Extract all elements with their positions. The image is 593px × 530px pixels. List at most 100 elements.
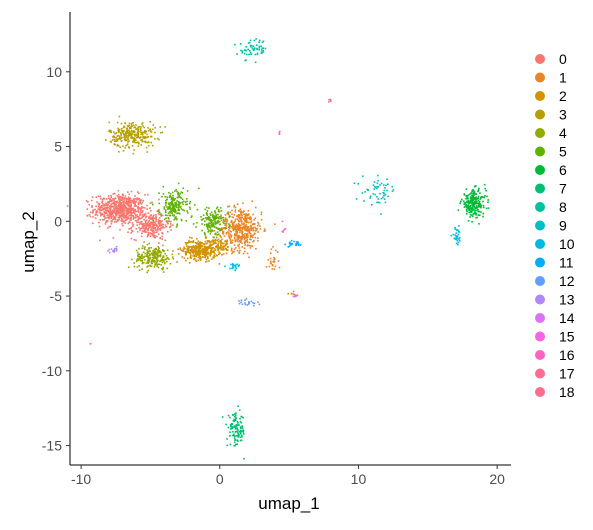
data-point (219, 240, 222, 242)
data-point (164, 252, 166, 255)
data-point (223, 246, 225, 248)
legend-label: 0 (559, 51, 567, 67)
cluster-15-points (278, 130, 281, 135)
data-point (148, 259, 150, 262)
data-point (167, 222, 169, 225)
data-point (213, 226, 216, 228)
data-point (474, 197, 476, 200)
data-point (162, 185, 165, 188)
data-point (328, 99, 330, 101)
data-point (226, 220, 228, 222)
data-point (217, 249, 219, 252)
data-point (110, 216, 113, 218)
data-point (175, 206, 178, 209)
data-point (155, 220, 157, 223)
data-point (234, 425, 236, 427)
data-point (128, 132, 131, 134)
data-point (160, 259, 163, 261)
data-point (243, 210, 245, 212)
data-point (132, 210, 135, 213)
data-point (169, 202, 172, 204)
data-point (130, 203, 133, 206)
data-point (207, 223, 209, 225)
data-point (166, 221, 168, 224)
data-point (229, 238, 232, 240)
data-point (214, 253, 216, 255)
data-point (244, 299, 246, 301)
data-point (153, 217, 156, 219)
data-point (196, 208, 199, 211)
data-point (199, 258, 202, 261)
data-point (238, 424, 240, 426)
data-point (186, 198, 188, 200)
data-point (167, 207, 169, 210)
data-point (250, 238, 252, 241)
legend-key (535, 128, 545, 138)
data-point (189, 200, 191, 203)
data-point (99, 209, 101, 212)
data-point (244, 244, 247, 246)
data-point (104, 212, 106, 214)
data-point (129, 126, 131, 129)
data-point (200, 216, 202, 218)
data-point (237, 265, 240, 267)
data-point (141, 226, 144, 228)
data-point (127, 200, 129, 203)
data-point (470, 202, 472, 204)
data-point (471, 204, 474, 206)
data-point (183, 257, 186, 259)
data-point (240, 240, 242, 242)
data-point (219, 223, 221, 226)
data-point (295, 244, 297, 246)
data-point (459, 202, 461, 205)
data-point (298, 243, 300, 246)
legend-label: 11 (559, 255, 574, 271)
data-point (142, 256, 144, 258)
data-point (167, 230, 169, 233)
y-tick-label: -10 (42, 363, 62, 379)
data-point (166, 260, 168, 263)
data-point (218, 228, 221, 230)
data-point (139, 214, 141, 216)
data-point (237, 435, 240, 437)
data-point (130, 212, 133, 214)
data-point (258, 46, 261, 49)
data-point (128, 207, 131, 209)
data-point (477, 210, 479, 213)
data-point (372, 193, 375, 195)
data-point (238, 214, 241, 216)
data-point (206, 249, 209, 252)
legend-item-8: 8 (535, 199, 567, 215)
data-point (242, 211, 244, 213)
data-point (101, 204, 103, 207)
data-point (117, 127, 119, 130)
data-point (233, 441, 236, 444)
data-point (195, 226, 197, 228)
data-point (110, 200, 113, 202)
data-point (120, 210, 122, 212)
data-point (486, 195, 488, 198)
data-point (257, 301, 259, 303)
data-point (188, 241, 190, 243)
data-point (233, 418, 235, 421)
data-point (471, 194, 473, 196)
data-point (260, 45, 262, 47)
data-point (113, 216, 115, 218)
data-point (130, 227, 132, 230)
data-point (117, 196, 119, 198)
data-point (186, 210, 188, 212)
data-point (125, 134, 127, 136)
data-point (117, 129, 120, 131)
data-point (195, 251, 197, 253)
data-point (104, 209, 107, 211)
data-point (140, 209, 142, 211)
data-point (128, 140, 130, 142)
data-point (216, 231, 219, 233)
data-point (467, 197, 469, 199)
data-point (253, 39, 256, 42)
data-point (155, 262, 158, 264)
legend-label: 16 (559, 347, 575, 363)
data-point (212, 251, 215, 253)
data-point (221, 249, 224, 251)
data-point (208, 241, 211, 243)
